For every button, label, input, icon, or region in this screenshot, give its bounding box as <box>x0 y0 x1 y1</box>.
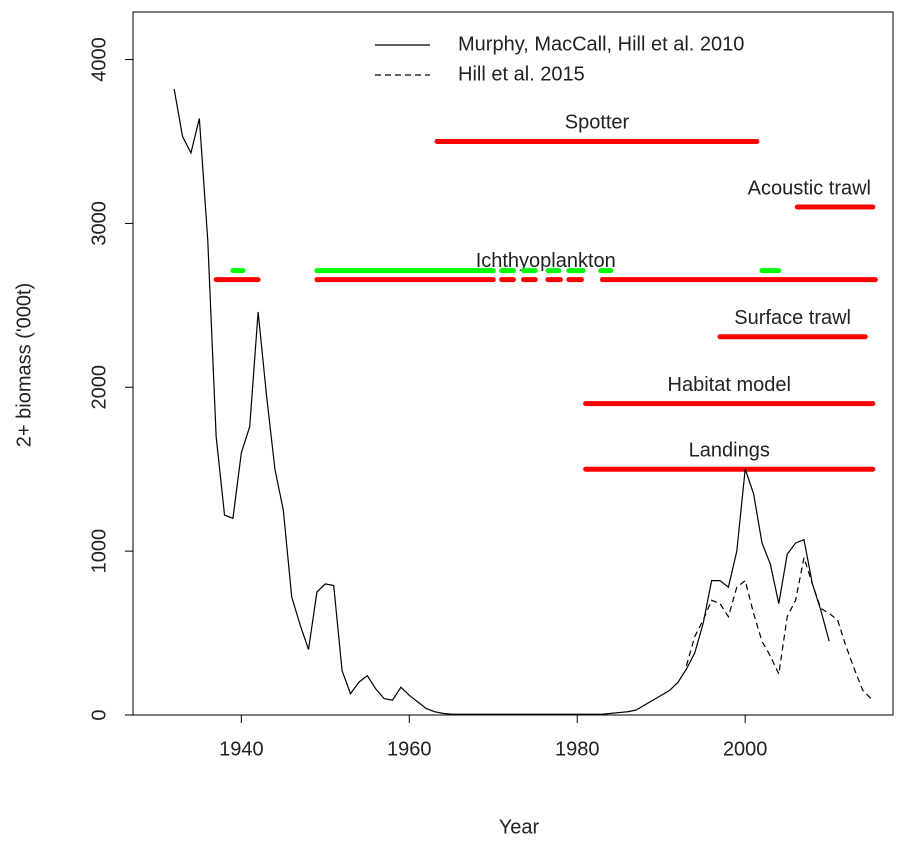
coverage-label: Habitat model <box>668 374 791 396</box>
coverage-label: Spotter <box>565 112 630 134</box>
y-tick-label: 4000 <box>88 37 110 81</box>
x-axis-label: Year <box>499 816 540 838</box>
x-tick-label: 1980 <box>555 738 600 760</box>
x-tick-label: 2000 <box>723 738 768 760</box>
x-tick-label: 1940 <box>219 738 264 760</box>
legend-label: Murphy, MacCall, Hill et al. 2010 <box>458 33 744 55</box>
data-line <box>685 557 872 700</box>
data-line <box>173 88 830 715</box>
y-tick-label: 2000 <box>88 365 110 410</box>
y-tick-label: 1000 <box>88 529 110 574</box>
y-axis-label: 2+ biomass ('000t) <box>13 283 35 447</box>
plot-frame <box>132 11 894 716</box>
coverage-label: Surface trawl <box>734 307 851 329</box>
legend-label: Hill et al. 2015 <box>458 63 585 85</box>
coverage-label: Ichthyoplankton <box>476 250 616 272</box>
y-tick-label: 0 <box>88 709 110 720</box>
x-tick-label: 1960 <box>387 738 432 760</box>
coverage-label: Acoustic trawl <box>748 177 871 199</box>
y-tick-label: 3000 <box>88 201 110 246</box>
coverage-label: Landings <box>689 439 770 461</box>
